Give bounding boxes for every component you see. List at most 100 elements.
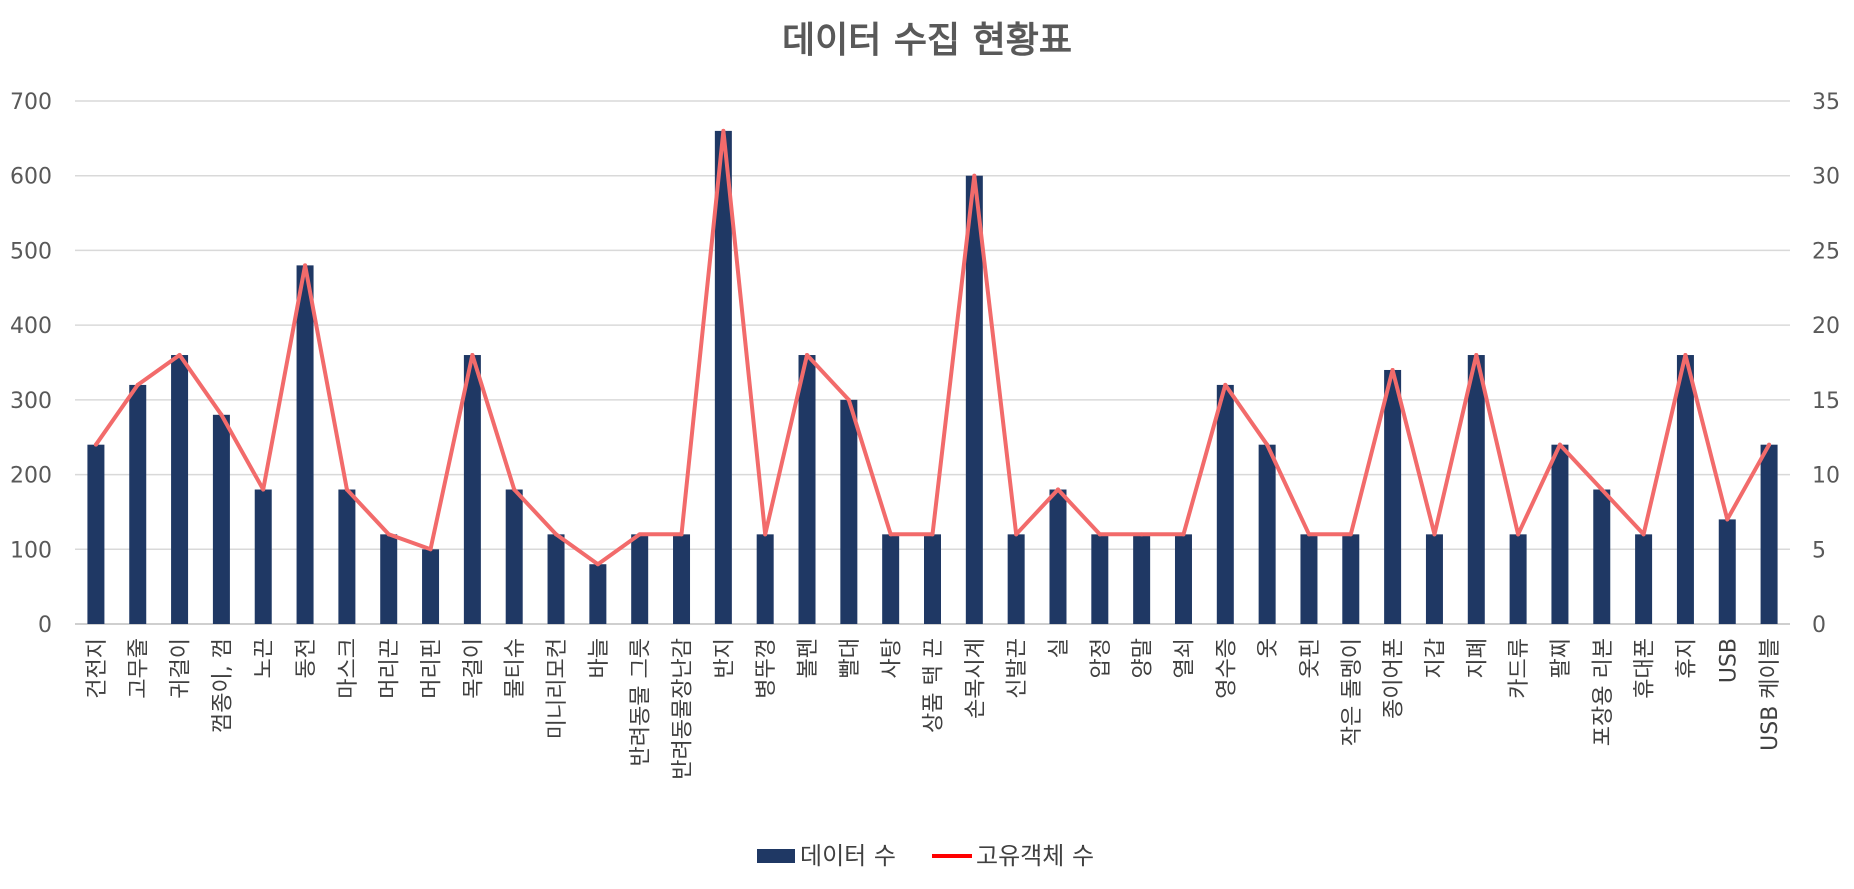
bar xyxy=(1467,355,1485,624)
x-tick-label: 실 xyxy=(1047,638,1072,658)
line-point xyxy=(470,353,475,358)
x-tick-label: 카드류 xyxy=(1507,638,1532,699)
line-point xyxy=(1348,532,1353,537)
y2-tick-label: 10 xyxy=(1812,464,1840,489)
x-tick-label: 휴대폰 xyxy=(1633,638,1658,699)
x-tick-label: USB xyxy=(1716,638,1741,683)
line-point xyxy=(1055,487,1060,492)
line-point xyxy=(805,353,810,358)
x-tick-label: 마스크 xyxy=(336,638,361,699)
bar xyxy=(1635,534,1653,624)
bar xyxy=(1091,534,1109,624)
bar xyxy=(1174,534,1192,624)
y-tick-label: 400 xyxy=(10,314,52,339)
line-point xyxy=(1474,353,1479,358)
y2-tick-label: 25 xyxy=(1812,239,1840,264)
y-tick-label: 600 xyxy=(10,165,52,190)
bar xyxy=(1049,489,1067,624)
x-tick-label: 병뚜껑 xyxy=(754,638,779,699)
bar xyxy=(505,489,523,624)
line-point xyxy=(428,547,433,552)
bar xyxy=(924,534,941,624)
x-tick-label: 휴지 xyxy=(1674,638,1699,678)
chart-title: 데이터 수집 현황표 xyxy=(782,20,1072,61)
y-tick-label: 0 xyxy=(38,613,52,638)
bar xyxy=(1216,384,1234,624)
line-point xyxy=(386,532,391,537)
x-tick-label: 바늘 xyxy=(587,638,612,678)
x-axis-labels: 건전지 고무줄 귀걸이 껌종이, 껌 노끈 동전 마스크 머리끈 머리핀 목걸이 물티슈 미니리모컨 바… xyxy=(85,638,1783,780)
x-tick-label: 고무줄 xyxy=(127,638,152,699)
x-tick-label: 볼펜 xyxy=(796,638,821,678)
line-point xyxy=(888,532,893,537)
line-point xyxy=(1265,442,1270,447)
line-point xyxy=(1306,532,1311,537)
line-point xyxy=(1599,487,1604,492)
line-point xyxy=(177,353,182,358)
x-tick-label: 지폐 xyxy=(1465,638,1490,678)
bar xyxy=(840,399,858,624)
bar xyxy=(1425,534,1443,624)
line-series xyxy=(93,128,1772,567)
bar xyxy=(1007,534,1025,624)
line-point xyxy=(679,532,684,537)
bar xyxy=(798,355,816,624)
bar xyxy=(1676,355,1694,624)
y-axis-right: 0 5 10 15 20 25 30 35 xyxy=(1812,90,1840,638)
x-tick-label: 반려동물 그릇 xyxy=(629,638,654,766)
line-point xyxy=(1139,532,1144,537)
x-tick-label: 옷핀 xyxy=(1298,638,1323,678)
bar xyxy=(1718,519,1736,624)
y-tick-label: 700 xyxy=(10,90,52,115)
bar xyxy=(1760,444,1778,624)
line-point xyxy=(1014,532,1019,537)
line-point xyxy=(721,128,726,133)
bar xyxy=(631,534,649,624)
line-point xyxy=(595,562,600,567)
line-point xyxy=(1557,442,1562,447)
line-point xyxy=(554,532,559,537)
x-tick-label: 종이어폰 xyxy=(1382,638,1407,719)
legend-swatch-bar xyxy=(757,849,795,863)
bar xyxy=(547,534,565,624)
x-tick-label: 상품 택 끈 xyxy=(922,638,947,733)
line-point xyxy=(972,173,977,178)
x-tick-label: 동전 xyxy=(294,638,319,678)
bar xyxy=(1133,534,1151,624)
x-tick-label: 반려동물장난감 xyxy=(671,638,696,780)
x-tick-label: 머리핀 xyxy=(420,638,445,699)
x-tick-label: 양말 xyxy=(1131,638,1156,678)
x-tick-label: 압정 xyxy=(1089,638,1114,678)
bar xyxy=(422,549,440,624)
legend: 데이터 수 고유객체 수 xyxy=(757,842,1094,870)
bar-series xyxy=(87,130,1778,624)
y2-tick-label: 15 xyxy=(1812,389,1840,414)
line-point xyxy=(1516,532,1521,537)
line-point xyxy=(763,532,768,537)
line-point xyxy=(1223,382,1228,387)
x-tick-label: 노끈 xyxy=(252,638,277,678)
bar xyxy=(212,414,230,624)
gridlines xyxy=(75,100,1790,625)
line-point xyxy=(303,263,308,268)
bar xyxy=(254,489,272,624)
x-tick-label: 영수증 xyxy=(1214,638,1239,699)
y2-tick-label: 0 xyxy=(1812,613,1826,638)
x-tick-label: 지갑 xyxy=(1423,638,1448,678)
y-tick-label: 200 xyxy=(10,464,52,489)
line-point xyxy=(1641,532,1646,537)
bar xyxy=(1509,534,1527,624)
y-tick-label: 100 xyxy=(10,538,52,563)
x-tick-label: 건전지 xyxy=(85,638,110,699)
bar xyxy=(296,265,314,624)
line-point xyxy=(637,532,642,537)
x-tick-label: 목걸이 xyxy=(461,638,486,699)
x-tick-label: 귀걸이 xyxy=(169,638,194,699)
line-point xyxy=(1432,532,1437,537)
line-point xyxy=(1181,532,1186,537)
bar xyxy=(380,534,398,624)
x-tick-label: 껌종이, 껌 xyxy=(210,638,235,733)
x-tick-label: 포장용 리본 xyxy=(1591,638,1616,746)
line-point xyxy=(846,397,851,402)
bar xyxy=(1593,489,1611,624)
